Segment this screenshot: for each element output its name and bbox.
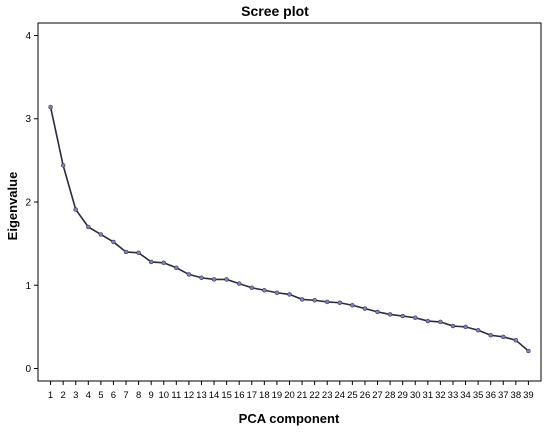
x-tick-label: 39	[523, 390, 534, 401]
x-tick-label: 16	[234, 390, 245, 401]
data-points	[48, 104, 531, 354]
data-point	[324, 299, 330, 305]
x-axis-label: PCA component	[239, 411, 340, 426]
x-tick-label: 30	[410, 390, 421, 401]
y-tick-label: 4	[25, 31, 31, 42]
x-tick-label: 5	[98, 390, 103, 401]
x-tick-label: 17	[246, 390, 257, 401]
y-tick-label: 3	[25, 114, 31, 125]
x-tick-label: 4	[86, 390, 91, 401]
x-tick-label: 34	[460, 390, 471, 401]
y-axis-label: Eigenvalue	[5, 172, 20, 241]
x-tick-label: 9	[149, 390, 154, 401]
data-point	[199, 275, 204, 281]
data-point	[400, 313, 405, 319]
x-tick-label: 26	[360, 390, 371, 401]
x-tick-label: 27	[372, 390, 383, 401]
data-point	[375, 309, 380, 315]
x-tick-label: 13	[196, 390, 207, 401]
x-tick-label: 29	[397, 390, 408, 401]
x-tick-label: 28	[385, 390, 396, 401]
data-point	[174, 265, 179, 271]
data-point	[236, 281, 242, 286]
x-tick-label: 20	[284, 390, 295, 401]
x-tick-label: 1	[48, 390, 53, 401]
data-point	[450, 323, 456, 329]
data-point	[211, 277, 217, 282]
x-tick-label: 8	[136, 390, 141, 401]
data-point	[186, 272, 192, 277]
x-tick-label: 15	[221, 390, 232, 401]
chart-title: Scree plot	[241, 3, 309, 19]
x-tick-label: 24	[335, 390, 346, 401]
x-tick-label: 23	[322, 390, 333, 401]
data-point	[413, 315, 418, 320]
data-point	[48, 104, 53, 110]
x-tick-label: 25	[347, 390, 358, 401]
x-tick-label: 38	[511, 390, 522, 401]
data-point	[86, 224, 91, 230]
y-axis-ticks: 0 1 2 3 4	[25, 31, 38, 375]
x-tick-label: 10	[158, 390, 169, 401]
x-tick-label: 2	[61, 390, 66, 401]
data-point	[387, 312, 393, 317]
data-point	[224, 277, 229, 282]
data-point	[123, 249, 129, 255]
x-tick-label: 31	[423, 390, 434, 401]
data-point	[161, 260, 166, 266]
data-point	[501, 334, 506, 340]
data-point	[262, 288, 267, 293]
data-point	[350, 302, 355, 308]
x-tick-label: 35	[473, 390, 484, 401]
data-point	[98, 232, 104, 237]
data-point	[287, 292, 292, 297]
data-point	[362, 306, 368, 311]
x-tick-label: 22	[309, 390, 320, 401]
data-point	[111, 239, 116, 245]
data-point	[526, 348, 531, 354]
data-point	[148, 259, 154, 265]
data-point	[513, 337, 519, 343]
x-tick-label: 6	[111, 390, 116, 401]
x-tick-label: 12	[184, 390, 195, 401]
data-point	[475, 327, 481, 333]
data-point	[60, 163, 66, 168]
eigenvalue-series-line	[49, 106, 529, 352]
x-tick-label: 21	[297, 390, 308, 401]
y-tick-label: 2	[25, 198, 31, 209]
data-point	[312, 297, 317, 303]
data-point	[463, 324, 468, 330]
x-tick-label: 19	[272, 390, 283, 401]
y-tick-label: 1	[25, 281, 31, 292]
x-tick-label: 33	[448, 390, 459, 401]
y-tick-label: 0	[25, 364, 31, 375]
data-point	[299, 297, 305, 302]
x-axis-ticks: 1 2 3 4 5 6 7 8 9 10 11 12 13 14 15 16 17 18 19 20 21 22 23 24 2…	[48, 381, 534, 401]
x-tick-label: 18	[259, 390, 270, 401]
x-tick-label: 36	[485, 390, 496, 401]
x-tick-label: 37	[498, 390, 509, 401]
data-point	[425, 318, 431, 324]
x-tick-label: 14	[209, 390, 220, 401]
data-point	[337, 300, 343, 305]
x-tick-label: 3	[73, 390, 78, 401]
data-point	[136, 250, 141, 256]
data-point	[249, 285, 255, 291]
data-point	[488, 332, 493, 338]
x-tick-label: 32	[435, 390, 446, 401]
data-point	[274, 290, 280, 295]
x-tick-label: 7	[123, 390, 128, 401]
data-point	[438, 319, 443, 325]
x-tick-label: 11	[171, 390, 181, 401]
data-point	[73, 207, 78, 212]
